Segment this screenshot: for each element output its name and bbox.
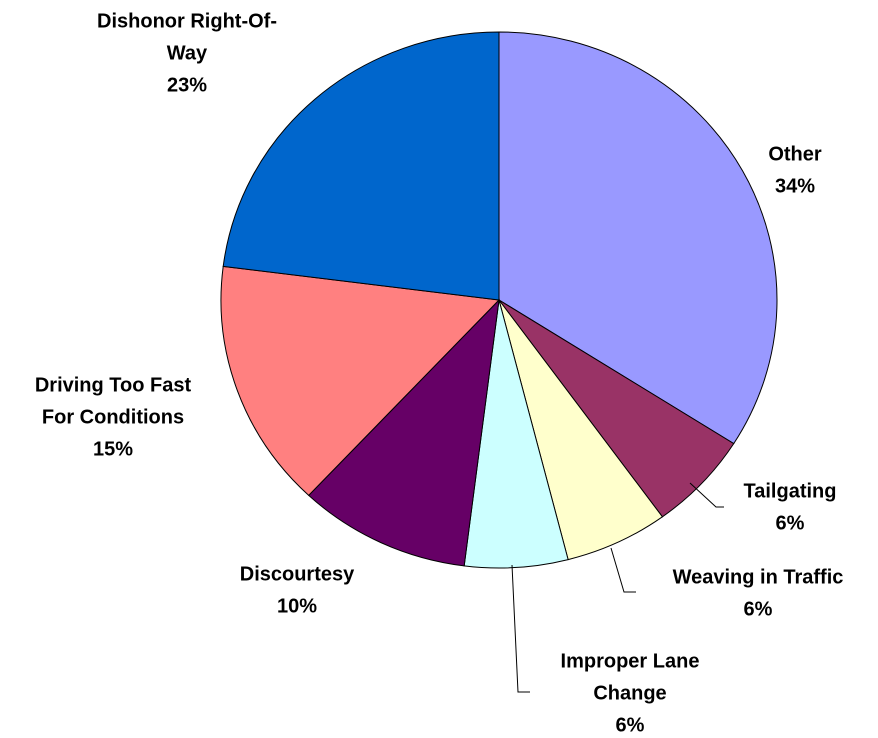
slice (498, 31, 778, 445)
slice-label: Way (167, 42, 208, 64)
value-label: 15% (93, 438, 133, 460)
value-label: 23% (167, 74, 207, 96)
slice-label: Other (768, 143, 822, 165)
leader-line (689, 482, 724, 508)
slice-label: For Conditions (42, 406, 184, 428)
value-label: 6% (776, 512, 805, 534)
value-label: 34% (775, 175, 815, 197)
slice-label: Tailgating (744, 480, 837, 502)
leader-lines (511, 482, 724, 693)
leader-line (511, 564, 530, 693)
slice (220, 265, 501, 497)
value-label: 10% (277, 595, 317, 617)
slice (222, 31, 500, 301)
slice-label: Discourtesy (240, 563, 355, 585)
slices (220, 31, 778, 569)
leader-line (610, 547, 636, 593)
slice-label: Driving Too Fast (35, 374, 192, 396)
slice-label: Change (593, 682, 666, 704)
slice-label: Dishonor Right-Of- (97, 10, 277, 32)
value-label: 6% (616, 714, 645, 736)
slice (307, 298, 500, 567)
slice-label: Weaving in Traffic (673, 566, 844, 588)
value-label: 6% (744, 598, 773, 620)
slice-label: Improper Lane (561, 650, 700, 672)
